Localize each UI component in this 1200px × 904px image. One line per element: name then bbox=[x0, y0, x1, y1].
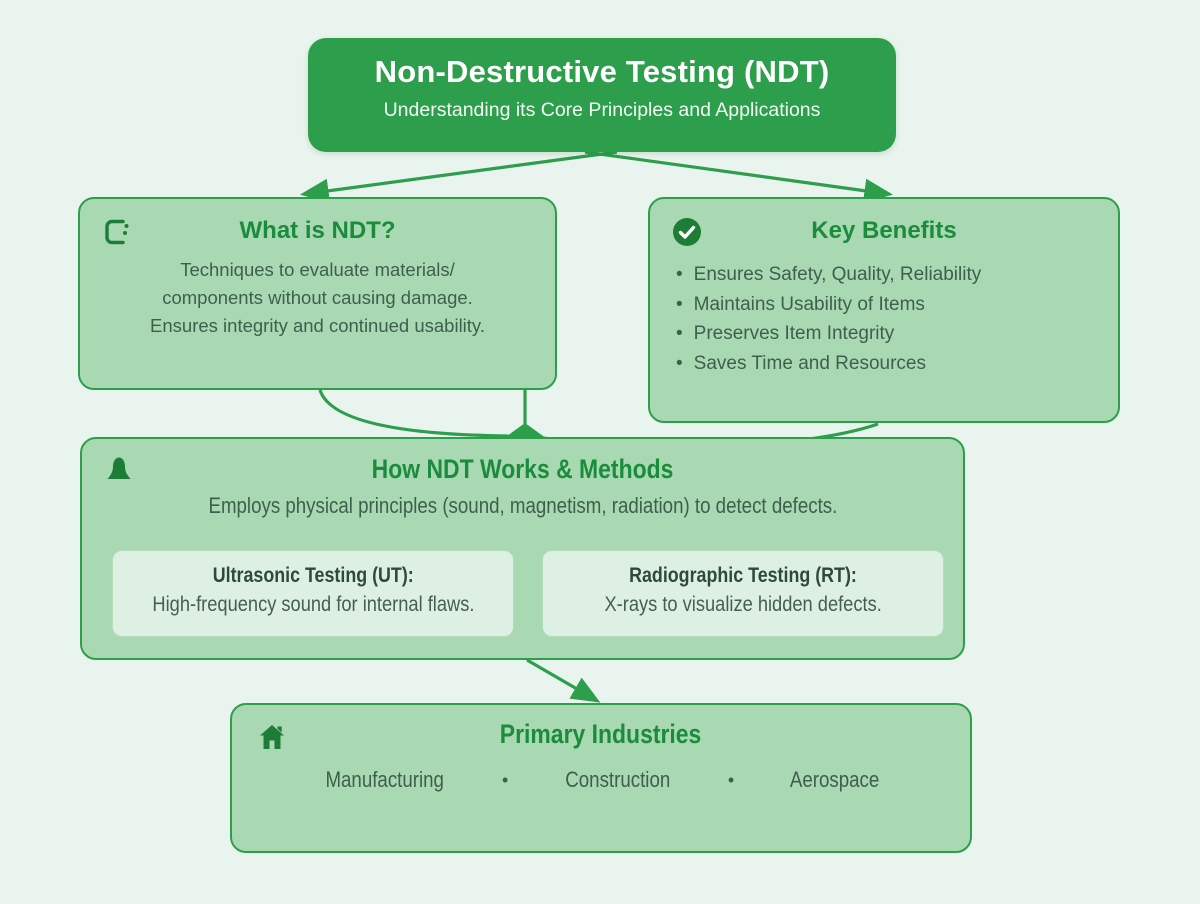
separator-dot: • bbox=[727, 769, 735, 790]
scan-frame-icon bbox=[102, 217, 132, 252]
bullet-dot: • bbox=[676, 264, 683, 285]
primary-industries-box: Primary Industries Manufacturing • Const… bbox=[230, 703, 972, 853]
home-icon bbox=[257, 722, 287, 757]
what-is-ndt-body: Techniques to evaluate materials/ compon… bbox=[80, 256, 555, 340]
key-benefits-list: • Ensures Safety, Quality, Reliability • M… bbox=[650, 260, 1118, 378]
arrow-header-to-what bbox=[299, 150, 618, 203]
page-subtitle: Understanding its Core Principles and Ap… bbox=[383, 99, 821, 121]
bullet-dot: • bbox=[676, 352, 683, 374]
body-line: Ensures integrity and continued usabilit… bbox=[150, 315, 485, 336]
benefit-text: Ensures Safety, Quality, Reliability bbox=[693, 264, 982, 285]
industry-item: Manufacturing bbox=[325, 767, 444, 792]
how-ndt-works-description: Employs physical principles (sound, magn… bbox=[208, 493, 837, 518]
radiographic-testing-card: Radiographic Testing (RT): X-rays to vis… bbox=[542, 550, 944, 637]
separator-dot: • bbox=[502, 769, 509, 790]
how-ndt-works-title: How NDT Works & Methods bbox=[371, 454, 674, 484]
what-is-ndt-box: What is NDT? Techniques to evaluate mate… bbox=[78, 197, 557, 390]
bell-icon bbox=[104, 455, 134, 486]
benefit-text: Saves Time and Resources bbox=[693, 352, 926, 374]
arrow-how-to-industries bbox=[526, 658, 601, 703]
industry-item: Aerospace bbox=[790, 767, 880, 792]
body-line: Techniques to evaluate materials/ bbox=[180, 259, 455, 280]
connector-what-left-curve bbox=[318, 389, 509, 438]
method-title: Ultrasonic Testing (UT): bbox=[212, 564, 414, 587]
what-is-ndt-title: What is NDT? bbox=[239, 217, 396, 244]
key-benefits-title: Key Benefits bbox=[811, 217, 957, 244]
benefit-item: • Preserves Item Integrity bbox=[676, 319, 1108, 349]
page-title: Non-Destructive Testing (NDT) bbox=[374, 54, 830, 89]
key-benefits-box: Key Benefits • Ensures Safety, Quality, R… bbox=[648, 197, 1120, 423]
method-description: X-rays to visualize hidden defects. bbox=[604, 592, 882, 616]
industry-item: Construction bbox=[565, 767, 671, 792]
primary-industries-title: Primary Industries bbox=[500, 719, 702, 749]
bullet-dot: • bbox=[676, 293, 683, 315]
ultrasonic-testing-card: Ultrasonic Testing (UT): High-frequency … bbox=[112, 550, 514, 637]
bullet-dot: • bbox=[676, 323, 683, 344]
benefit-text: Preserves Item Integrity bbox=[693, 323, 895, 344]
benefit-item: • Ensures Safety, Quality, Reliability bbox=[676, 260, 1108, 290]
benefit-text: Maintains Usability of Items bbox=[693, 293, 925, 315]
method-description: High-frequency sound for internal flaws. bbox=[151, 592, 475, 616]
check-circle-icon bbox=[672, 217, 702, 252]
method-title: Radiographic Testing (RT): bbox=[629, 564, 857, 587]
how-ndt-works-box: How NDT Works & Methods Employs physical… bbox=[80, 437, 965, 660]
benefit-item: • Maintains Usability of Items bbox=[676, 290, 1108, 320]
body-line: components without causing damage. bbox=[162, 287, 473, 308]
header-box: Non-Destructive Testing (NDT) Understand… bbox=[308, 38, 896, 152]
arrow-header-to-benefits bbox=[584, 150, 894, 203]
industries-row: Manufacturing • Construction • Aerospace bbox=[232, 767, 970, 793]
benefit-item: • Saves Time and Resources bbox=[676, 349, 1108, 379]
